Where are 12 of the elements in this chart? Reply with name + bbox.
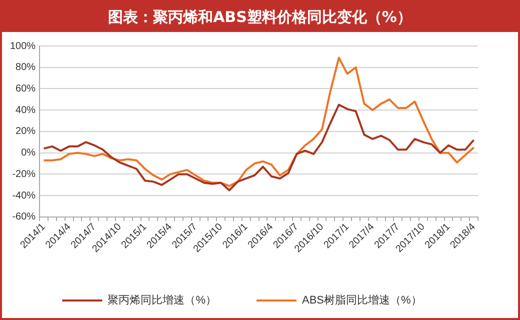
y-tick-label: 40% [16, 104, 36, 116]
y-tick-label: -40% [12, 190, 36, 202]
y-tick-label: 20% [16, 126, 36, 138]
y-tick-label: -60% [12, 212, 36, 223]
y-tick-label: 0% [21, 148, 36, 159]
y-tick-label: -20% [12, 168, 36, 180]
y-tick-label: 60% [16, 83, 36, 94]
y-tick-label: 100% [10, 40, 36, 52]
legend-label: 聚丙烯同比增速（%） [108, 294, 216, 307]
legend-label: ABS树脂同比增速（%） [302, 294, 422, 307]
y-tick-label: 80% [16, 62, 36, 74]
chart-title: 图表：聚丙烯和ABS塑料价格同比变化（%） [2, 2, 518, 32]
